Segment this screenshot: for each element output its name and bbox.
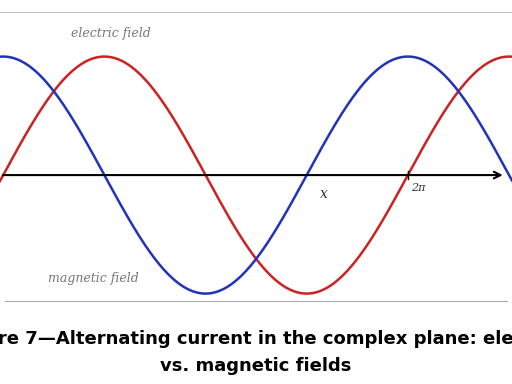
Text: electric field: electric field [71, 27, 151, 40]
Text: 2π: 2π [411, 184, 425, 194]
Text: x: x [320, 187, 328, 201]
Text: magnetic field: magnetic field [48, 272, 139, 285]
Text: vs. magnetic fields: vs. magnetic fields [160, 357, 352, 375]
Text: Figure 7—Alternating current in the complex plane: electric: Figure 7—Alternating current in the comp… [0, 330, 512, 348]
